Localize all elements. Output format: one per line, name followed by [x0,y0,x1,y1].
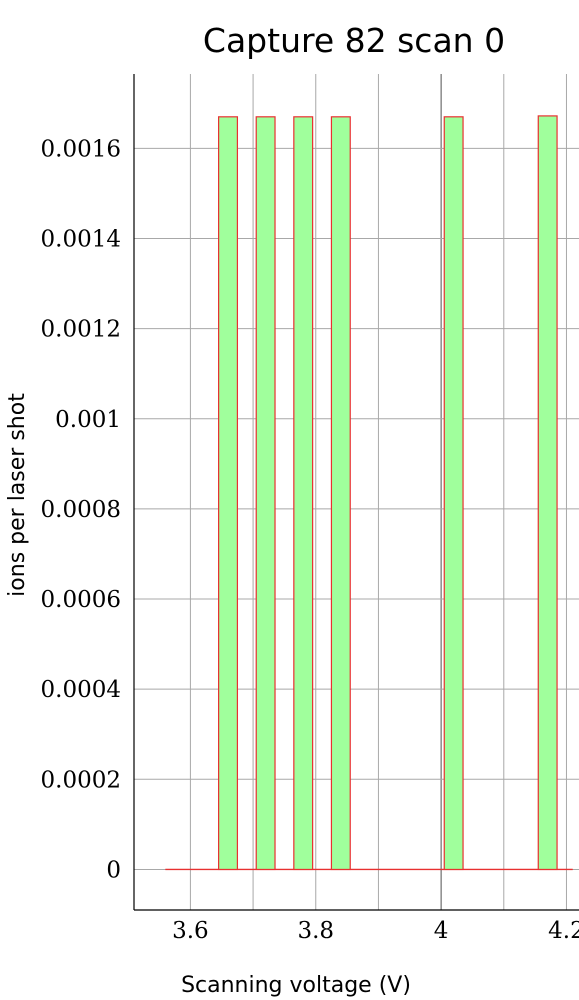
histogram-bar [330,116,351,871]
grid [134,74,579,910]
tick-labels: 3.6 3.8 4 4.2 0 0.0002 0.0004 0.0006 0.0008 0.001… [41,136,579,944]
histogram-bar [255,116,276,871]
x-tick-label: 4.2 [548,918,579,944]
x-tick-label: 4 [434,918,449,944]
y-tick-label: 0 [106,857,121,883]
y-tick-label: 0.0006 [41,587,121,613]
bars [218,115,558,871]
chart-title: Capture 82 scan 0 [203,21,505,60]
histogram-bar [443,116,464,871]
y-tick-label: 0.0008 [41,497,121,523]
histogram-bar [218,116,239,871]
x-tick-label: 3.8 [297,918,334,944]
x-tick-label: 3.6 [172,918,209,944]
histogram-bar [537,115,558,871]
y-tick-label: 0.001 [55,407,121,433]
y-tick-label: 0.0012 [41,317,121,343]
y-tick-label: 0.0016 [41,136,121,162]
y-tick-label: 0.0014 [41,226,121,252]
y-tick-label: 0.0004 [41,677,121,703]
y-axis-label: ions per laser shot [5,393,30,597]
histogram-bar [293,116,314,871]
x-axis-label: Scanning voltage (V) [181,973,411,998]
y-tick-label: 0.0002 [41,767,121,793]
